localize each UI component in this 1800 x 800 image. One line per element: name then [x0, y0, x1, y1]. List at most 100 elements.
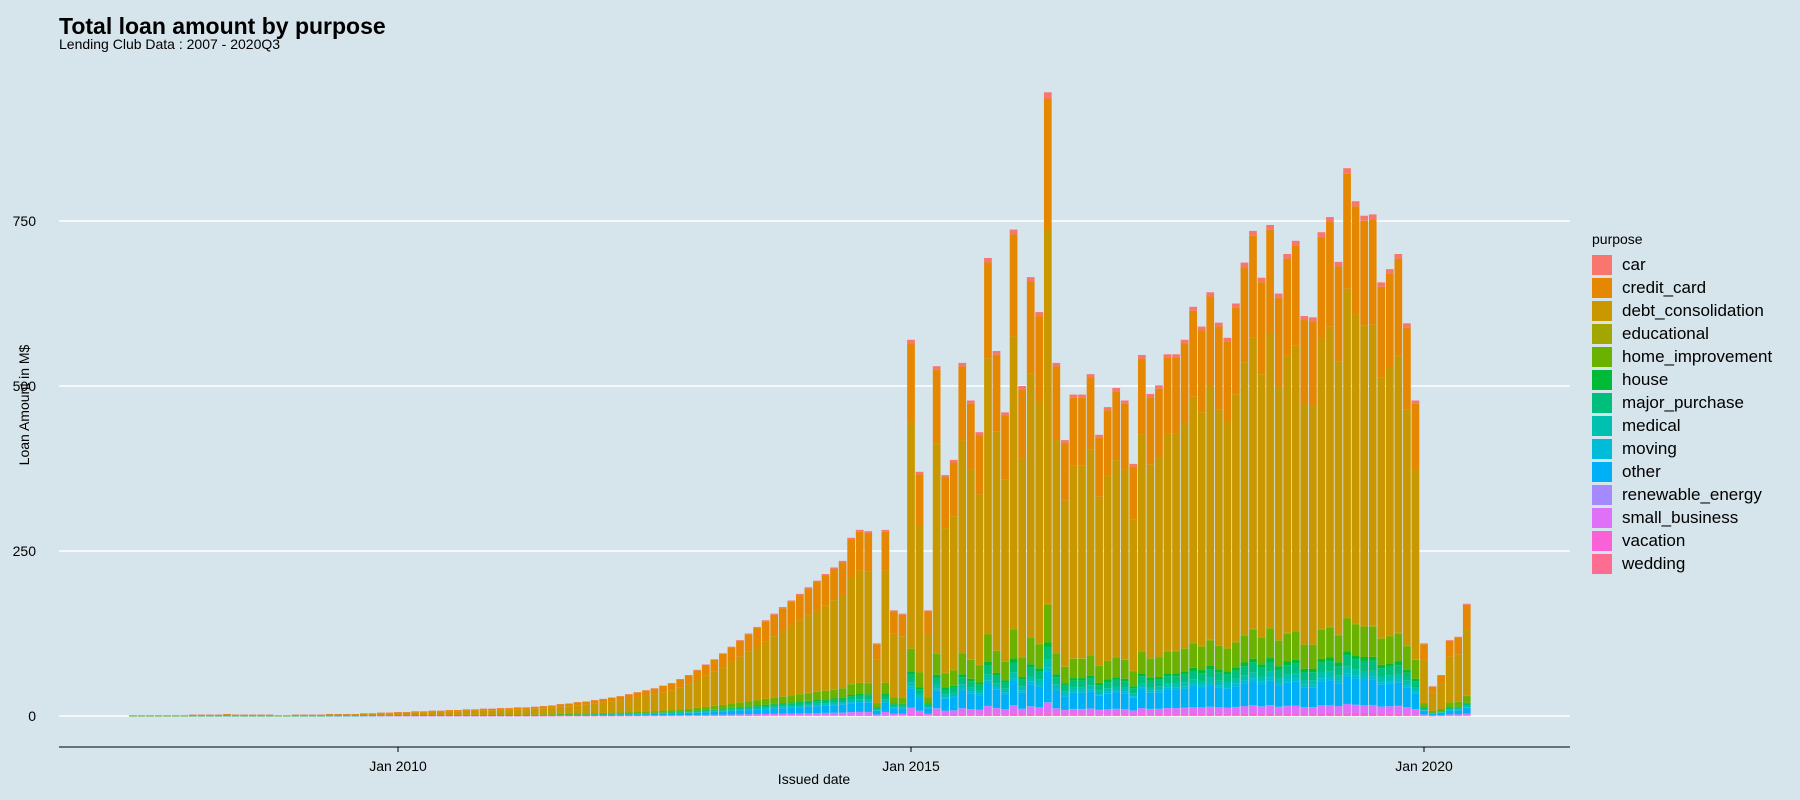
bar-segment-credit_card: [967, 403, 975, 470]
bar-segment-educational: [1385, 635, 1394, 637]
bar-segment-house: [1129, 686, 1138, 689]
bar-segment-other: [1309, 687, 1317, 708]
bar-segment-credit_card: [838, 562, 847, 596]
bar-segment-small_business: [719, 714, 727, 716]
bar-segment-major_purchase: [1129, 688, 1138, 694]
bar-segment-wedding: [1377, 715, 1386, 716]
bar-segment-car: [1035, 312, 1044, 317]
bar-segment-small_business: [736, 714, 744, 716]
bar-segment-small_business: [1377, 706, 1386, 714]
bar-segment-educational: [1257, 637, 1266, 638]
bar-segment-debt_consolidation: [342, 714, 351, 716]
bar-segment-moving: [890, 707, 898, 709]
bar-segment-house: [1197, 670, 1206, 674]
bar-segment-home_improvement: [804, 693, 813, 701]
bar-segment-medical: [1078, 687, 1086, 691]
bar-segment-medical: [1266, 671, 1274, 678]
bar-segment-vacation: [847, 714, 855, 716]
legend-item-credit_card: credit_card: [1592, 276, 1772, 299]
bar-segment-debt_consolidation: [505, 709, 513, 715]
bar-segment-moving: [992, 687, 1001, 690]
bar-segment-major_purchase: [727, 708, 736, 710]
bar-segment-moving: [1368, 676, 1377, 680]
bar-segment-major_purchase: [838, 698, 847, 703]
bar-segment-debt_consolidation: [1428, 692, 1437, 711]
bar-segment-debt_consolidation: [394, 712, 402, 716]
bar-segment-credit_card: [368, 713, 377, 714]
bar-segment-house: [1095, 682, 1103, 686]
bar-2017-05: [1146, 393, 1155, 716]
bar-2010-06: [436, 710, 445, 717]
bar-segment-major_purchase: [796, 702, 804, 706]
bar-segment-debt_consolidation: [1155, 458, 1163, 657]
bar-segment-educational: [967, 659, 975, 660]
bar-segment-home_improvement: [1326, 627, 1334, 658]
bar-segment-debt_consolidation: [778, 631, 787, 697]
bar-segment-major_purchase: [864, 695, 873, 700]
bar-segment-home_improvement: [1403, 646, 1411, 670]
bar-segment-other: [676, 713, 684, 716]
bar-segment-moving: [1249, 678, 1257, 682]
bar-segment-small_business: [1283, 706, 1292, 714]
bar-segment-home_improvement: [727, 703, 736, 708]
bar-segment-other: [898, 708, 907, 714]
bar-segment-car: [864, 531, 873, 534]
bar-segment-house: [975, 682, 984, 685]
bar-segment-car: [1411, 400, 1420, 404]
bar-2012-02: [607, 697, 616, 717]
bar-segment-debt_consolidation: [676, 687, 684, 710]
bar-segment-small_business: [813, 713, 821, 716]
bar-segment-vacation: [1078, 714, 1086, 716]
bar-segment-other: [958, 690, 967, 709]
bar-segment-medical: [1420, 709, 1428, 711]
bar-2013-11: [787, 600, 796, 717]
bar-segment-wedding: [1385, 715, 1394, 716]
bar-segment-wedding: [1351, 714, 1360, 716]
bar-segment-major_purchase: [1214, 672, 1223, 681]
bar-segment-home_improvement: [941, 673, 950, 688]
bar-segment-wedding: [932, 715, 941, 716]
bar-segment-debt_consolidation: [813, 610, 821, 692]
bar-segment-vacation: [1043, 712, 1052, 715]
bar-segment-wedding: [1052, 715, 1061, 716]
bar-segment-car: [984, 257, 992, 263]
bar-segment-credit_card: [1180, 343, 1189, 423]
bar-segment-home_improvement: [599, 712, 608, 714]
bar-segment-debt_consolidation: [1189, 396, 1197, 643]
bar-segment-credit_card: [1120, 403, 1129, 470]
bar-segment-credit_card: [872, 644, 881, 660]
bar-segment-home_improvement: [659, 710, 667, 713]
bar-segment-medical: [1163, 683, 1172, 688]
bar-segment-major_purchase: [855, 695, 864, 700]
bar-segment-small_business: [1180, 708, 1189, 714]
bar-segment-major_purchase: [898, 704, 907, 707]
legend-key: [1592, 530, 1612, 551]
bar-segment-car: [949, 459, 958, 463]
bar-segment-credit_card: [941, 477, 950, 529]
bar-segment-major_purchase: [1103, 682, 1112, 689]
bar-segment-house: [1078, 678, 1086, 681]
bar-segment-credit_card: [1266, 229, 1274, 333]
bar-segment-debt_consolidation: [667, 690, 676, 711]
bar-segment-home_improvement: [1266, 628, 1274, 659]
bar-segment-small_business: [1360, 705, 1368, 713]
bar-segment-small_business: [1163, 708, 1172, 714]
bar-segment-debt_consolidation: [1309, 405, 1317, 645]
bar-segment-medical: [898, 706, 907, 709]
bar-segment-debt_consolidation: [377, 713, 385, 716]
bar-2018-12: [1309, 317, 1317, 716]
bar-segment-debt_consolidation: [1420, 659, 1428, 703]
bar-segment-credit_card: [394, 712, 402, 713]
bar-segment-home_improvement: [625, 712, 633, 714]
bar-segment-small_business: [1095, 710, 1103, 715]
bar-segment-moving: [761, 708, 770, 710]
bar-segment-wedding: [1232, 715, 1240, 716]
bar-segment-wedding: [1026, 715, 1035, 716]
bar-segment-medical: [1257, 676, 1266, 682]
bar-segment-house: [1172, 673, 1180, 677]
bar-segment-other: [556, 715, 565, 716]
bar-segment-wedding: [1095, 715, 1103, 716]
bar-segment-debt_consolidation: [761, 641, 770, 699]
bar-segment-house: [1249, 658, 1257, 663]
bar-segment-house: [1086, 675, 1095, 679]
